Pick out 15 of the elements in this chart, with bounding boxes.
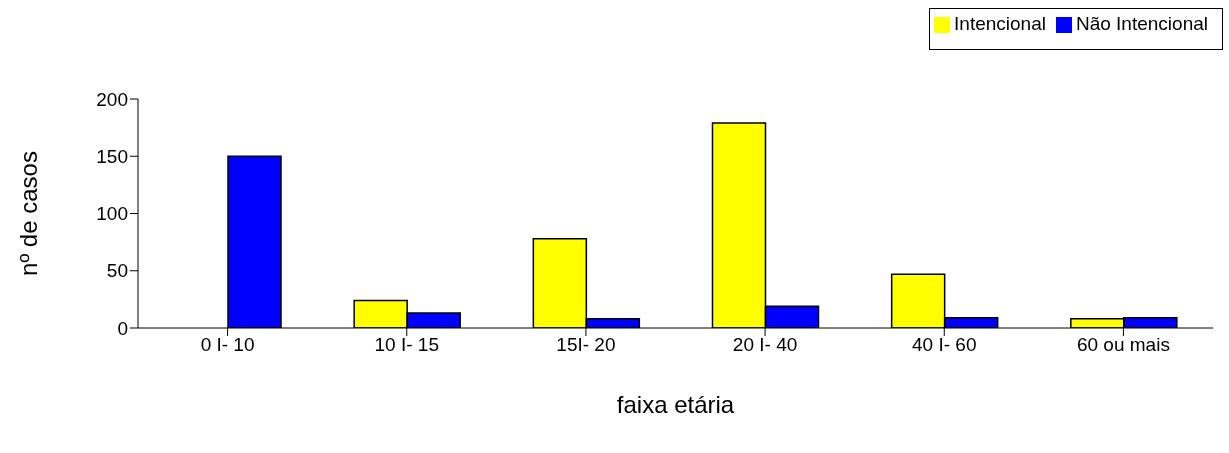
x-tick-label: 15I- 20 <box>556 334 616 356</box>
y-tick-label: 200 <box>96 88 128 110</box>
x-tick-label: 10 I- 15 <box>374 334 439 356</box>
y-tick-label: 100 <box>96 203 128 225</box>
legend-label: Não Intencional <box>1075 13 1208 34</box>
x-tick-label: 40 I- 60 <box>912 334 977 356</box>
y-tick-label: 50 <box>106 260 128 282</box>
x-tick-label: 0 I- 10 <box>200 334 255 356</box>
y-tick-label: 150 <box>96 145 128 167</box>
y-tick-label: 0 <box>117 317 128 339</box>
legend-label: Intencional <box>954 13 1046 34</box>
y-axis-title: nº de casos <box>14 151 42 276</box>
x-tick-label: 60 ou mais <box>1076 334 1170 356</box>
x-tick-label: 20 I- 40 <box>732 334 798 356</box>
x-axis-title: faixa etária <box>616 391 735 418</box>
